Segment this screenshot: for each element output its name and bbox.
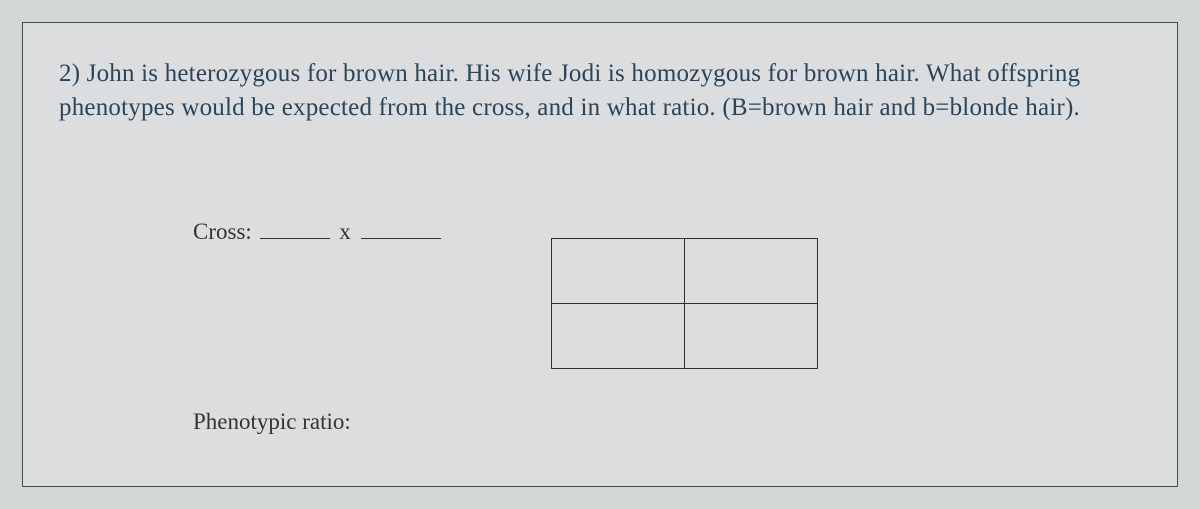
punnett-cell-0-1[interactable] bbox=[685, 239, 818, 304]
worksheet-page: 2) John is heterozygous for brown hair. … bbox=[22, 22, 1178, 487]
cross-label: Cross: bbox=[193, 219, 252, 245]
cross-blank-2[interactable] bbox=[361, 238, 441, 239]
punnett-cell-0-0[interactable] bbox=[552, 239, 685, 304]
punnett-cell-1-0[interactable] bbox=[552, 304, 685, 369]
table-row bbox=[552, 304, 818, 369]
cross-blank-1[interactable] bbox=[260, 238, 330, 239]
punnett-cell-1-1[interactable] bbox=[685, 304, 818, 369]
question-text: 2) John is heterozygous for brown hair. … bbox=[59, 57, 1141, 125]
cross-separator: x bbox=[339, 219, 351, 245]
cross-row: Cross: x bbox=[193, 219, 443, 245]
table-row bbox=[552, 239, 818, 304]
phenotypic-ratio-label: Phenotypic ratio: bbox=[193, 409, 351, 435]
punnett-square bbox=[551, 238, 818, 369]
